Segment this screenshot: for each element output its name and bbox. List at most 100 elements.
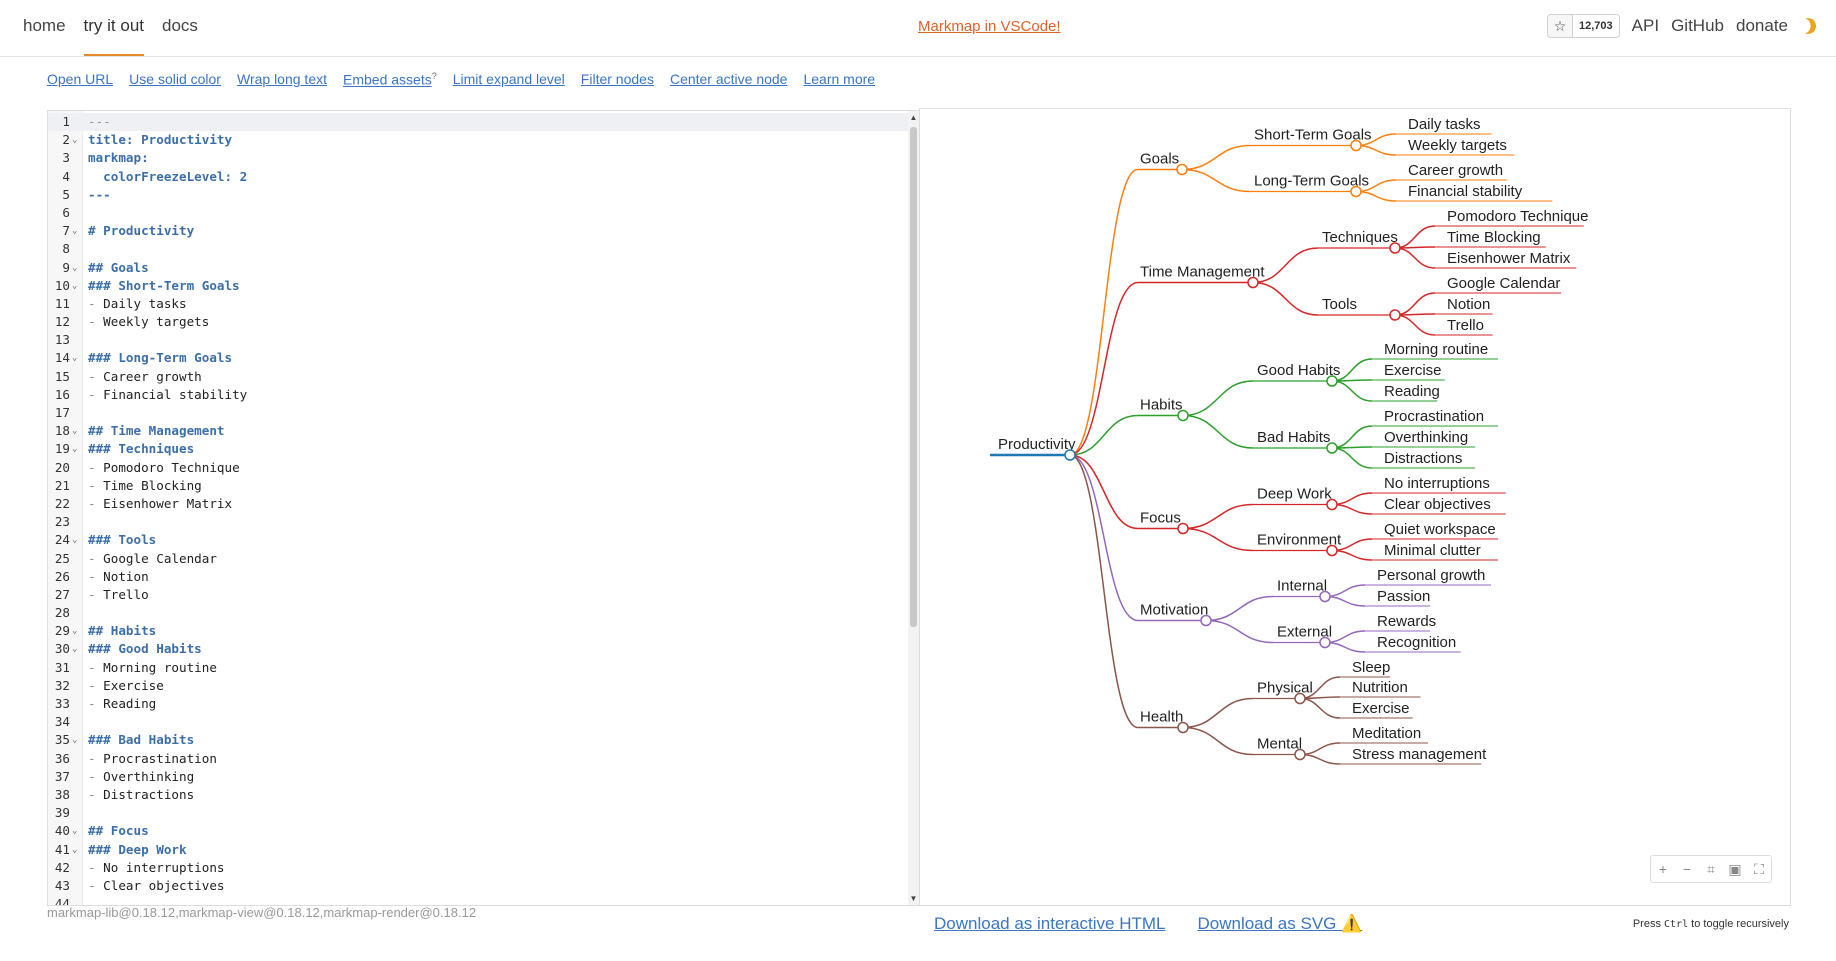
- branch-label[interactable]: Health: [1140, 709, 1183, 726]
- branch-node-toggle[interactable]: [1177, 721, 1189, 734]
- leaf-label[interactable]: Quiet workspace: [1384, 521, 1496, 538]
- fold-chevron-icon[interactable]: ⌄: [72, 426, 78, 437]
- toggle-recursive-icon[interactable]: ▣: [1728, 860, 1742, 877]
- code-line[interactable]: 24 ⌄ ### Tools: [48, 531, 908, 549]
- code-line[interactable]: 40 ⌄ ## Focus: [48, 822, 908, 840]
- branch-label[interactable]: Focus: [1140, 510, 1181, 527]
- code-line[interactable]: 23: [48, 513, 908, 531]
- fold-chevron-icon[interactable]: ⌄: [72, 444, 78, 455]
- leaf-label[interactable]: Recognition: [1377, 634, 1456, 651]
- code-line[interactable]: 14 ⌄ ### Long-Term Goals: [48, 349, 908, 367]
- mindmap-view[interactable]: Goals Short-Term Goals Daily tasks Weekly t…: [919, 108, 1791, 906]
- leaf-label[interactable]: Minimal clutter: [1384, 542, 1481, 559]
- markdown-editor[interactable]: 1 --- 2 ⌄ title: Productivity 3 markmap: 4 colo…: [47, 110, 919, 906]
- code-line[interactable]: 8: [48, 240, 908, 258]
- code-line[interactable]: 21 - Time Blocking: [48, 477, 908, 495]
- child-label[interactable]: Bad Habits: [1257, 429, 1330, 446]
- code-line[interactable]: 22 - Eisenhower Matrix: [48, 495, 908, 513]
- branch-node-toggle[interactable]: [1200, 614, 1212, 627]
- code-line[interactable]: 27 - Trello: [48, 586, 908, 604]
- code-line[interactable]: 42 - No interruptions: [48, 859, 908, 877]
- child-node-toggle[interactable]: [1294, 692, 1306, 705]
- fold-chevron-icon[interactable]: ⌄: [72, 826, 78, 837]
- open-url-link[interactable]: Open URL: [47, 71, 114, 87]
- child-node-toggle[interactable]: [1294, 748, 1306, 761]
- code-line[interactable]: 33 - Reading: [48, 695, 908, 713]
- theme-toggle-moon-icon[interactable]: [1798, 16, 1819, 37]
- wrap-long-text-link[interactable]: Wrap long text: [236, 71, 327, 87]
- code-line[interactable]: 3 markmap:: [48, 149, 908, 167]
- code-line[interactable]: 39: [48, 804, 908, 822]
- child-node-toggle[interactable]: [1389, 242, 1401, 254]
- code-line[interactable]: 2 ⌄ title: Productivity: [48, 131, 908, 149]
- fold-chevron-icon[interactable]: ⌄: [72, 844, 78, 855]
- child-label[interactable]: Good Habits: [1257, 362, 1340, 379]
- code-line[interactable]: 44: [48, 895, 908, 905]
- code-line[interactable]: 11 - Daily tasks: [48, 295, 908, 313]
- child-label[interactable]: Internal: [1277, 578, 1327, 595]
- child-label[interactable]: Long-Term Goals: [1254, 173, 1369, 190]
- child-label[interactable]: Mental: [1257, 736, 1302, 753]
- nav-donate-link[interactable]: donate: [1736, 16, 1788, 35]
- leaf-label[interactable]: No interruptions: [1384, 475, 1490, 492]
- code-line[interactable]: 5 ---: [48, 186, 908, 204]
- child-label[interactable]: Tools: [1322, 296, 1357, 313]
- fold-chevron-icon[interactable]: ⌄: [72, 280, 78, 291]
- code-line[interactable]: 7 ⌄ # Productivity: [48, 222, 908, 240]
- code-line[interactable]: 34: [48, 713, 908, 731]
- embed-assets-help[interactable]: ?: [431, 71, 437, 81]
- fold-chevron-icon[interactable]: ⌄: [72, 535, 78, 546]
- leaf-label[interactable]: Trello: [1447, 317, 1484, 334]
- nav-try-it-out-link[interactable]: try it out: [83, 16, 145, 56]
- center-active-node-link[interactable]: Center active node: [669, 71, 788, 87]
- limit-expand-level-link[interactable]: Limit expand level: [452, 71, 565, 87]
- leaf-label[interactable]: Notion: [1447, 296, 1490, 313]
- use-solid-color-link[interactable]: Use solid color: [129, 71, 221, 87]
- code-line[interactable]: 30 ⌄ ### Good Habits: [48, 640, 908, 658]
- download-svg-link[interactable]: Download as SVG ⚠️: [1197, 914, 1363, 933]
- leaf-label[interactable]: Morning routine: [1384, 341, 1488, 358]
- leaf-label[interactable]: Daily tasks: [1408, 116, 1481, 133]
- leaf-label[interactable]: Weekly targets: [1408, 137, 1507, 154]
- mindmap-svg[interactable]: Goals Short-Term Goals Daily tasks Weekly t…: [920, 109, 1790, 905]
- code-line[interactable]: 6: [48, 204, 908, 222]
- github-star-button[interactable]: ☆ 12,703: [1547, 14, 1620, 38]
- scroll-down-arrow-icon[interactable]: ▼: [909, 894, 918, 903]
- leaf-label[interactable]: Financial stability: [1408, 183, 1523, 200]
- code-line[interactable]: 12 - Weekly targets: [48, 313, 908, 331]
- code-line[interactable]: 13: [48, 331, 908, 349]
- code-line[interactable]: 20 - Pomodoro Technique: [48, 459, 908, 477]
- leaf-label[interactable]: Rewards: [1377, 613, 1436, 630]
- leaf-label[interactable]: Career growth: [1408, 162, 1503, 179]
- leaf-label[interactable]: Distractions: [1384, 450, 1462, 467]
- child-node-toggle[interactable]: [1326, 544, 1338, 557]
- code-line[interactable]: 1 ---: [48, 113, 908, 132]
- code-line[interactable]: 41 ⌄ ### Deep Work: [48, 841, 908, 859]
- branch-node-toggle[interactable]: [1176, 163, 1188, 176]
- code-line[interactable]: 25 - Google Calendar: [48, 550, 908, 568]
- download-html-link[interactable]: Download as interactive HTML: [934, 914, 1166, 933]
- code-line[interactable]: 35 ⌄ ### Bad Habits: [48, 731, 908, 749]
- filter-nodes-link[interactable]: Filter nodes: [580, 71, 654, 87]
- leaf-label[interactable]: Meditation: [1352, 725, 1421, 742]
- leaf-label[interactable]: Nutrition: [1352, 679, 1408, 696]
- leaf-label[interactable]: Passion: [1377, 588, 1430, 605]
- branch-node-toggle[interactable]: [1177, 522, 1189, 535]
- child-node-toggle[interactable]: [1350, 139, 1362, 152]
- code-line[interactable]: 15 - Career growth: [48, 368, 908, 386]
- branch-label[interactable]: Time Management: [1140, 264, 1265, 281]
- child-node-toggle[interactable]: [1326, 442, 1338, 454]
- child-label[interactable]: Physical: [1257, 680, 1313, 697]
- child-node-toggle[interactable]: [1319, 590, 1331, 603]
- code-line[interactable]: 31 - Morning routine: [48, 659, 908, 677]
- child-node-toggle[interactable]: [1319, 636, 1331, 649]
- code-line[interactable]: 17: [48, 404, 908, 422]
- code-line[interactable]: 38 - Distractions: [48, 786, 908, 804]
- code-line[interactable]: 19 ⌄ ### Techniques: [48, 440, 908, 458]
- nav-docs-link[interactable]: docs: [162, 16, 198, 35]
- code-line[interactable]: 28: [48, 604, 908, 622]
- fold-chevron-icon[interactable]: ⌄: [72, 262, 78, 273]
- fold-chevron-icon[interactable]: ⌄: [72, 626, 78, 637]
- zoom-in-icon[interactable]: +: [1658, 861, 1668, 877]
- learn-more-link[interactable]: Learn more: [803, 71, 876, 87]
